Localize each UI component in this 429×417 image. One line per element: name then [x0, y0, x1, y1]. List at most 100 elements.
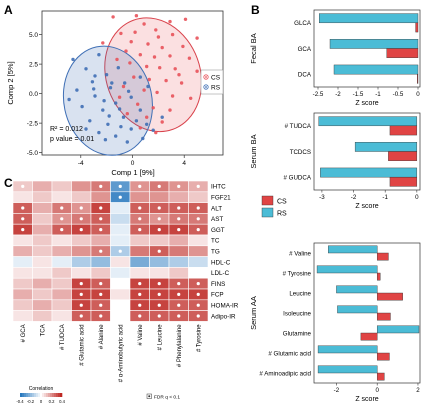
colorbar-tick-label: 0 [40, 399, 43, 404]
heatmap-cell [188, 234, 209, 247]
heatmap-cell [71, 245, 92, 257]
heatmap-cell [32, 277, 53, 290]
heatmap-cell [51, 310, 72, 322]
scatter-point-cs [115, 57, 119, 62]
scatter-point-rs [129, 127, 133, 131]
scatter-point-cs [147, 77, 151, 82]
heatmap-cell [71, 234, 92, 247]
scatter-point-cs [151, 106, 155, 110]
heatmap-row-label: AST [211, 216, 223, 223]
bar-cs [415, 22, 419, 33]
significance-dot [177, 314, 181, 318]
scatter-point-cs [173, 67, 177, 71]
bar-x-tick-label: -2.5 [313, 91, 324, 98]
legend-b-rs-swatch [261, 207, 274, 218]
heatmap-cell [110, 234, 131, 247]
bar-category-label: Glutamine [283, 330, 312, 337]
heatmap-col-label: # Phenylalanine [177, 324, 183, 367]
significance-dot [138, 292, 142, 296]
significance-dot [138, 303, 142, 307]
scatter-point-cs [145, 64, 149, 69]
significance-dot [21, 217, 25, 221]
bar-rs [317, 365, 378, 374]
scatter-point-rs [114, 134, 118, 138]
heatmap-cell [188, 245, 209, 257]
bar-category-label: # Tyrosine [283, 270, 312, 277]
scatter-point-cs [183, 17, 188, 21]
heatmap-row-label: HOMA-IR [211, 303, 239, 310]
bar-rs [317, 345, 378, 354]
significance-dot [177, 217, 181, 221]
significance-dot [157, 303, 161, 307]
scatter-point-rs [114, 101, 118, 105]
scatter-point-cs [168, 54, 172, 58]
colorbar-segment [24, 393, 27, 397]
heatmap-cell [32, 299, 53, 311]
significance-dot [79, 217, 83, 221]
significance-dot [99, 282, 103, 286]
colorbar-segment [42, 393, 45, 397]
heatmap-col-label: # Leucine [157, 324, 163, 351]
scatter-point-rs [88, 119, 92, 123]
heatmap-row-label: FINS [211, 281, 225, 288]
fdr-legend-dot [148, 395, 151, 398]
heatmap-row-label: IHTC [211, 184, 226, 191]
scatter-point-cs [187, 56, 192, 60]
scatter-point-rs [138, 75, 142, 79]
significance-dot [196, 292, 200, 296]
heatmap-cell [32, 256, 53, 268]
heatmap-cell [71, 256, 92, 268]
colorbar-tick-label: 0.4 [59, 399, 65, 404]
heatmap-cell [12, 277, 33, 290]
heatmap-row-label: FGF21 [211, 195, 231, 202]
scatter-point-cs [156, 35, 161, 39]
heatmap-cell [32, 234, 53, 247]
colorbar-segment [54, 393, 57, 397]
significance-dot [138, 314, 142, 318]
scatter-point-cs [133, 30, 137, 34]
bar-category-label: GCA [298, 46, 312, 53]
heatmap-row-label: Adipo-IR [211, 313, 236, 320]
scatter-point-cs [195, 69, 199, 73]
significance-dot [157, 228, 161, 232]
panel-a-pls-da-plot: -4 0 4 5.0 2.5 0.0 -2.5 -5.0 R² = 0.012 p value… [6, 10, 224, 177]
legend-b-rs-label: RS [277, 211, 287, 218]
significance-dot [99, 249, 103, 253]
scatter-point-rs [110, 81, 114, 85]
heatmap-col-label: # Tyrosine [196, 324, 202, 352]
bar-category-label: Isoleucine [283, 310, 311, 317]
bar-category-label: GLCA [294, 20, 312, 27]
scatter-point-cs [128, 61, 132, 65]
colorbar-tick-label: -0.4 [16, 399, 24, 404]
heatmap-cell [110, 256, 131, 268]
scatter-point-cs [160, 120, 164, 124]
scatter-point-cs [168, 108, 172, 112]
significance-dot [21, 184, 25, 188]
scatter-point-cs [124, 49, 128, 53]
scatter-point-cs [170, 94, 175, 98]
scatter-point-rs [97, 130, 101, 135]
legend-b-cs-swatch [261, 195, 274, 206]
heatmap-cell [32, 191, 53, 203]
bar-rs [354, 142, 418, 152]
significance-dot [157, 184, 161, 188]
heatmap-col-label: # α-Aminobutyric acid [118, 324, 124, 382]
significance-dot [196, 184, 200, 188]
heatmap-row-label: ALT [211, 205, 222, 212]
scatter-point-rs [151, 128, 155, 132]
heatmap-cell [110, 223, 131, 236]
scatter-point-rs [92, 87, 96, 91]
heatmap-cell [168, 267, 189, 279]
scatter-point-cs [158, 66, 162, 70]
colorbar-segment [32, 393, 35, 397]
significance-dot [118, 249, 122, 253]
heatmap-row-label: HDL-C [211, 259, 231, 266]
colorbar-segment [48, 393, 51, 397]
bar-rs [319, 13, 419, 24]
bar-cs [389, 125, 418, 136]
scatter-point-cs [142, 88, 146, 92]
scatter-point-rs [101, 108, 105, 112]
heatmap-cell [188, 191, 209, 203]
x-tick-label: 0 [131, 160, 135, 167]
